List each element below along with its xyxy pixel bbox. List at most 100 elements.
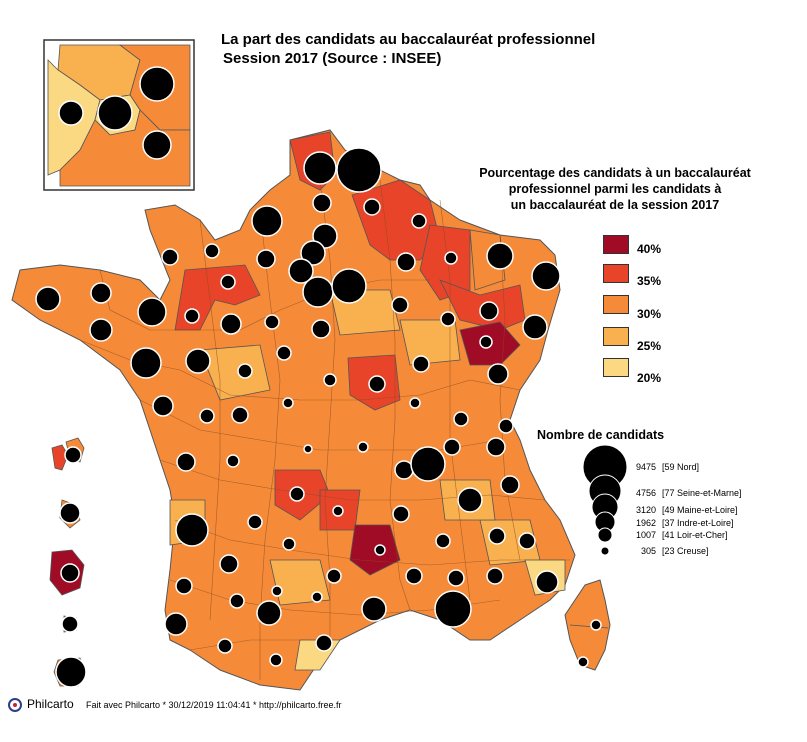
bubble (368, 375, 386, 393)
map-title: La part des candidats au baccalauréat pr… (221, 30, 595, 68)
legend-title: Pourcentage des candidats à un baccalaur… (445, 165, 785, 213)
bubble (443, 438, 461, 456)
bubble (217, 638, 233, 654)
bubble (363, 198, 381, 216)
bubble (332, 505, 344, 517)
legend-title-line: Pourcentage des candidats à un baccalaur… (479, 166, 751, 180)
bubble (326, 568, 342, 584)
bubble (256, 600, 282, 626)
size-legend-bubble (600, 546, 610, 556)
legend-label-40: 40% (637, 242, 662, 256)
bubble (361, 596, 387, 622)
bubble (434, 590, 472, 628)
size-legend-value: 305 (640, 546, 656, 556)
bubble (176, 452, 196, 472)
size-legend-value: 3120 (635, 505, 656, 515)
bubbles (35, 147, 602, 688)
bubble (55, 656, 87, 688)
legend-label-25: 25% (637, 339, 662, 353)
bubble (518, 532, 536, 550)
bubble (486, 437, 506, 457)
bubble (331, 268, 367, 304)
bubble (453, 411, 469, 427)
size-legend-name: [49 Maine-et-Loire] (662, 505, 738, 515)
bubble (137, 297, 167, 327)
bubble (282, 397, 294, 409)
bubble (282, 537, 296, 551)
legend-swatch-40 (603, 235, 629, 254)
bubble (251, 205, 283, 237)
bubble (411, 213, 427, 229)
france-outline (11, 129, 576, 691)
bubble (220, 313, 242, 335)
bubble (164, 612, 188, 636)
legend-swatch-25 (603, 327, 629, 346)
legend-label-20: 20% (637, 371, 662, 385)
bubble (175, 513, 209, 547)
legend-label-35: 35% (637, 274, 662, 288)
size-legend-name: [59 Nord] (662, 462, 700, 472)
legend-title-line: professionnel parmi les candidats à (508, 182, 722, 196)
bubble (269, 653, 283, 667)
size-legend-bubbles (582, 444, 628, 556)
bubble (271, 585, 283, 597)
size-legend-bubble (597, 527, 613, 543)
size-legend-name: [23 Creuse] (662, 546, 709, 556)
bubble (487, 363, 509, 385)
bubble (161, 248, 179, 266)
bubble (229, 593, 245, 609)
bubble (247, 514, 263, 530)
bubble (264, 314, 280, 330)
bubble (64, 446, 82, 464)
bubble (35, 286, 61, 312)
size-legend-row: 9475 [59 Nord] (618, 462, 699, 472)
inset-dept (59, 109, 191, 187)
bubble (396, 252, 416, 272)
bubble (130, 347, 162, 379)
map-title-line1: La part des candidats au baccalauréat pr… (221, 31, 596, 48)
bubble (311, 319, 331, 339)
bubble (479, 335, 493, 349)
legend-swatch-30 (603, 295, 629, 314)
size-legend-row: 305 [23 Creuse] (618, 546, 709, 556)
bubble (303, 151, 337, 185)
bubble (522, 314, 548, 340)
bubble (410, 446, 446, 482)
bubble (488, 527, 506, 545)
dept-light-3 (399, 319, 461, 366)
size-legend-value: 4756 (635, 488, 656, 498)
guadeloupe (51, 444, 69, 471)
size-legend-title: Nombre de candidats (537, 428, 665, 442)
legend-swatch-35 (603, 264, 629, 283)
map-title-line2: Session 2017 (Source : INSEE) (223, 50, 442, 67)
bubble (535, 570, 559, 594)
size-legend-value: 1007 (635, 530, 656, 540)
bubble (498, 418, 514, 434)
bubble (311, 591, 323, 603)
corsica-outline (564, 579, 611, 671)
bubble (142, 130, 172, 160)
bubble (312, 193, 332, 213)
bubble (440, 311, 456, 327)
bubble (185, 348, 211, 374)
size-legend-row: 4756 [77 Seine-et-Marne] (618, 488, 742, 498)
bubble (405, 567, 423, 585)
bubble (152, 395, 174, 417)
bubble (479, 301, 499, 321)
bubble (323, 373, 337, 387)
bubble (199, 408, 215, 424)
bubble (444, 251, 458, 265)
bubble (90, 282, 112, 304)
bubble (219, 554, 239, 574)
bubble (590, 619, 602, 631)
bubble (175, 577, 193, 595)
bubble (226, 454, 240, 468)
bubble (391, 296, 409, 314)
legend-title-line: un baccalauréat de la session 2017 (510, 198, 720, 212)
bubble (409, 397, 421, 409)
size-legend-name: [77 Seine-et-Marne] (662, 488, 742, 498)
bubble (357, 441, 369, 453)
bubble (336, 147, 382, 193)
size-legend-row: 3120 [49 Maine-et-Loire] (618, 505, 738, 515)
